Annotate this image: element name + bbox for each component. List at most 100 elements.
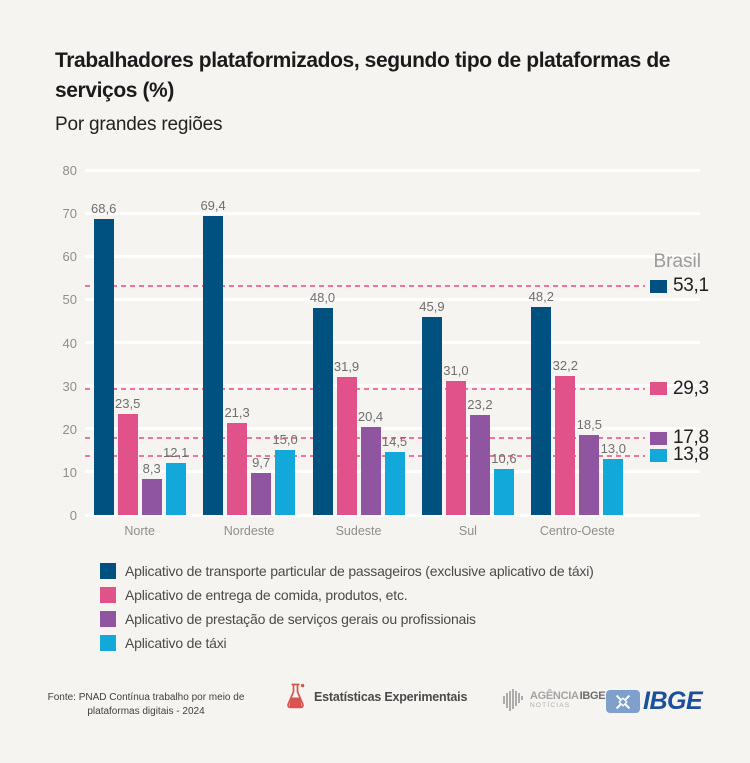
gridline bbox=[85, 513, 700, 517]
bar: 23,2 bbox=[467, 397, 493, 515]
bar: 18,5 bbox=[577, 417, 602, 515]
bar-value-label: 9,7 bbox=[252, 455, 271, 471]
bar: 23,5 bbox=[115, 396, 140, 515]
legend-swatch bbox=[100, 610, 116, 627]
bar-value-label: 31,9 bbox=[333, 359, 360, 375]
brasil-marker-row: 53,1 bbox=[650, 275, 709, 297]
bar-value-label: 31,0 bbox=[443, 363, 469, 379]
bar-value-label: 10,6 bbox=[491, 451, 517, 467]
source-line-1: Fonte: PNAD Contínua trabalho por meio d… bbox=[47, 692, 245, 703]
gridline bbox=[85, 384, 700, 388]
y-axis-tick: 50 bbox=[62, 292, 77, 308]
legend-item: Aplicativo de entrega de comida, produto… bbox=[100, 586, 594, 603]
bar: 15,0 bbox=[272, 432, 298, 515]
legend-swatch bbox=[100, 586, 116, 603]
bar: 48,2 bbox=[529, 289, 554, 515]
brasil-reference-line bbox=[85, 285, 645, 288]
source-line-2: plataformas digitais - 2024 bbox=[87, 706, 205, 717]
flask-icon bbox=[287, 683, 305, 709]
bar: 69,4 bbox=[200, 198, 226, 515]
bar: 12,1 bbox=[163, 445, 188, 515]
x-axis-label: Nordeste bbox=[223, 524, 275, 538]
brasil-marker-row: 13,8 bbox=[650, 444, 709, 466]
brasil-marker-row: 29,3 bbox=[650, 378, 709, 400]
bar-group-centro-oeste: 48,2 32,2 18,5 13,0 Centro-Oeste bbox=[523, 170, 632, 538]
experimental-label: Estatísticas Experimentais bbox=[314, 689, 468, 704]
bar-value-label: 69,4 bbox=[200, 197, 226, 213]
bar: 32,2 bbox=[553, 358, 578, 515]
y-axis-tick: 40 bbox=[62, 335, 77, 351]
ibge-compass-icon bbox=[606, 690, 640, 713]
brasil-label: Brasil bbox=[653, 251, 701, 272]
bar-value-label: 23,2 bbox=[467, 396, 493, 412]
agencia-word: AGÊNCIA bbox=[530, 690, 579, 702]
bar-value-label: 20,4 bbox=[357, 409, 384, 425]
bar-value-label: 18,5 bbox=[576, 417, 602, 433]
bar-value-label: 32,2 bbox=[552, 358, 578, 374]
legend-label: Aplicativo de entrega de comida, produto… bbox=[125, 586, 408, 603]
bar-value-label: 15,0 bbox=[272, 432, 298, 448]
bar-group-norte: 68,6 23,5 8,3 12,1 Norte bbox=[85, 170, 194, 538]
brasil-series-swatch bbox=[650, 431, 667, 445]
y-axis-tick: 20 bbox=[62, 421, 77, 437]
bar-value-label: 48,0 bbox=[309, 290, 336, 305]
bar-value-label: 48,2 bbox=[528, 289, 554, 305]
bar-value-label: 23,5 bbox=[115, 395, 141, 411]
bar: 14,5 bbox=[382, 434, 407, 515]
gridline bbox=[85, 211, 700, 215]
legend-item: Aplicativo de transporte particular de p… bbox=[100, 562, 594, 579]
brasil-series-swatch bbox=[650, 279, 667, 293]
y-axis-tick: 70 bbox=[62, 206, 77, 222]
bar-value-label: 45,9 bbox=[419, 299, 445, 315]
bar: 31,0 bbox=[443, 363, 469, 515]
legend-item: Aplicativo de prestação de serviços gera… bbox=[100, 610, 594, 627]
bar: 48,0 bbox=[310, 290, 335, 515]
bar-value-label: 12,1 bbox=[163, 444, 189, 460]
gridline bbox=[85, 427, 700, 431]
gridline bbox=[85, 254, 700, 258]
gridline bbox=[85, 341, 700, 344]
bar: 8,3 bbox=[141, 461, 162, 515]
brasil-value: 17,8 bbox=[673, 427, 709, 449]
legend-label: Aplicativo de prestação de serviços gera… bbox=[125, 610, 476, 627]
gridline bbox=[85, 297, 700, 301]
experimental-statistics-badge: Estatísticas Experimentais bbox=[286, 683, 467, 710]
y-axis-tick: 60 bbox=[62, 249, 77, 265]
ibge-wordmark: IBGE bbox=[643, 687, 703, 715]
legend-item: Aplicativo de táxi bbox=[100, 634, 594, 651]
y-axis-tick: 80 bbox=[62, 163, 77, 178]
source-note: Fonte: PNAD Contínua trabalho por meio d… bbox=[38, 691, 254, 719]
bar-value-label: 13,0 bbox=[600, 440, 626, 456]
bar: 10,6 bbox=[491, 451, 517, 515]
brasil-value: 29,3 bbox=[673, 377, 709, 399]
bar-value-label: 14,5 bbox=[381, 434, 408, 450]
brasil-value: 53,1 bbox=[673, 275, 709, 296]
y-axis-tick: 0 bbox=[69, 508, 77, 523]
legend-label: Aplicativo de táxi bbox=[125, 634, 227, 651]
brasil-series-swatch bbox=[650, 382, 667, 396]
bar-group-sul: 45,9 31,0 23,2 10,6 Sul bbox=[413, 170, 522, 538]
page-subtitle: Por grandes regiões bbox=[55, 114, 223, 135]
x-axis-label: Centro-Oeste bbox=[539, 524, 615, 538]
bar: 68,6 bbox=[91, 201, 116, 515]
agencia-text: AGÊNCIAIBGE NOTÍCIAS bbox=[530, 690, 606, 710]
x-axis-label: Sul bbox=[458, 524, 477, 538]
bar-value-label: 8,3 bbox=[142, 461, 161, 477]
brasil-reference-line bbox=[85, 387, 645, 390]
bar-group-sudeste: 48,0 31,9 20,4 14,5 Sudeste bbox=[304, 170, 413, 538]
x-axis-label: Sudeste bbox=[335, 524, 382, 538]
bar-group-nordeste: 69,4 21,3 9,7 15,0 Nordeste bbox=[194, 170, 303, 538]
bar: 21,3 bbox=[224, 405, 250, 515]
bar: 13,0 bbox=[601, 441, 626, 515]
page-title: Trabalhadores plataformizados, segundo t… bbox=[55, 49, 671, 102]
x-axis-label: Norte bbox=[124, 524, 155, 538]
y-axis-tick: 10 bbox=[62, 464, 77, 480]
brasil-value: 13,8 bbox=[673, 444, 709, 466]
gridline bbox=[85, 168, 700, 172]
bar: 31,9 bbox=[334, 359, 359, 515]
bar: 9,7 bbox=[251, 455, 272, 515]
bar-value-label: 21,3 bbox=[224, 405, 250, 421]
